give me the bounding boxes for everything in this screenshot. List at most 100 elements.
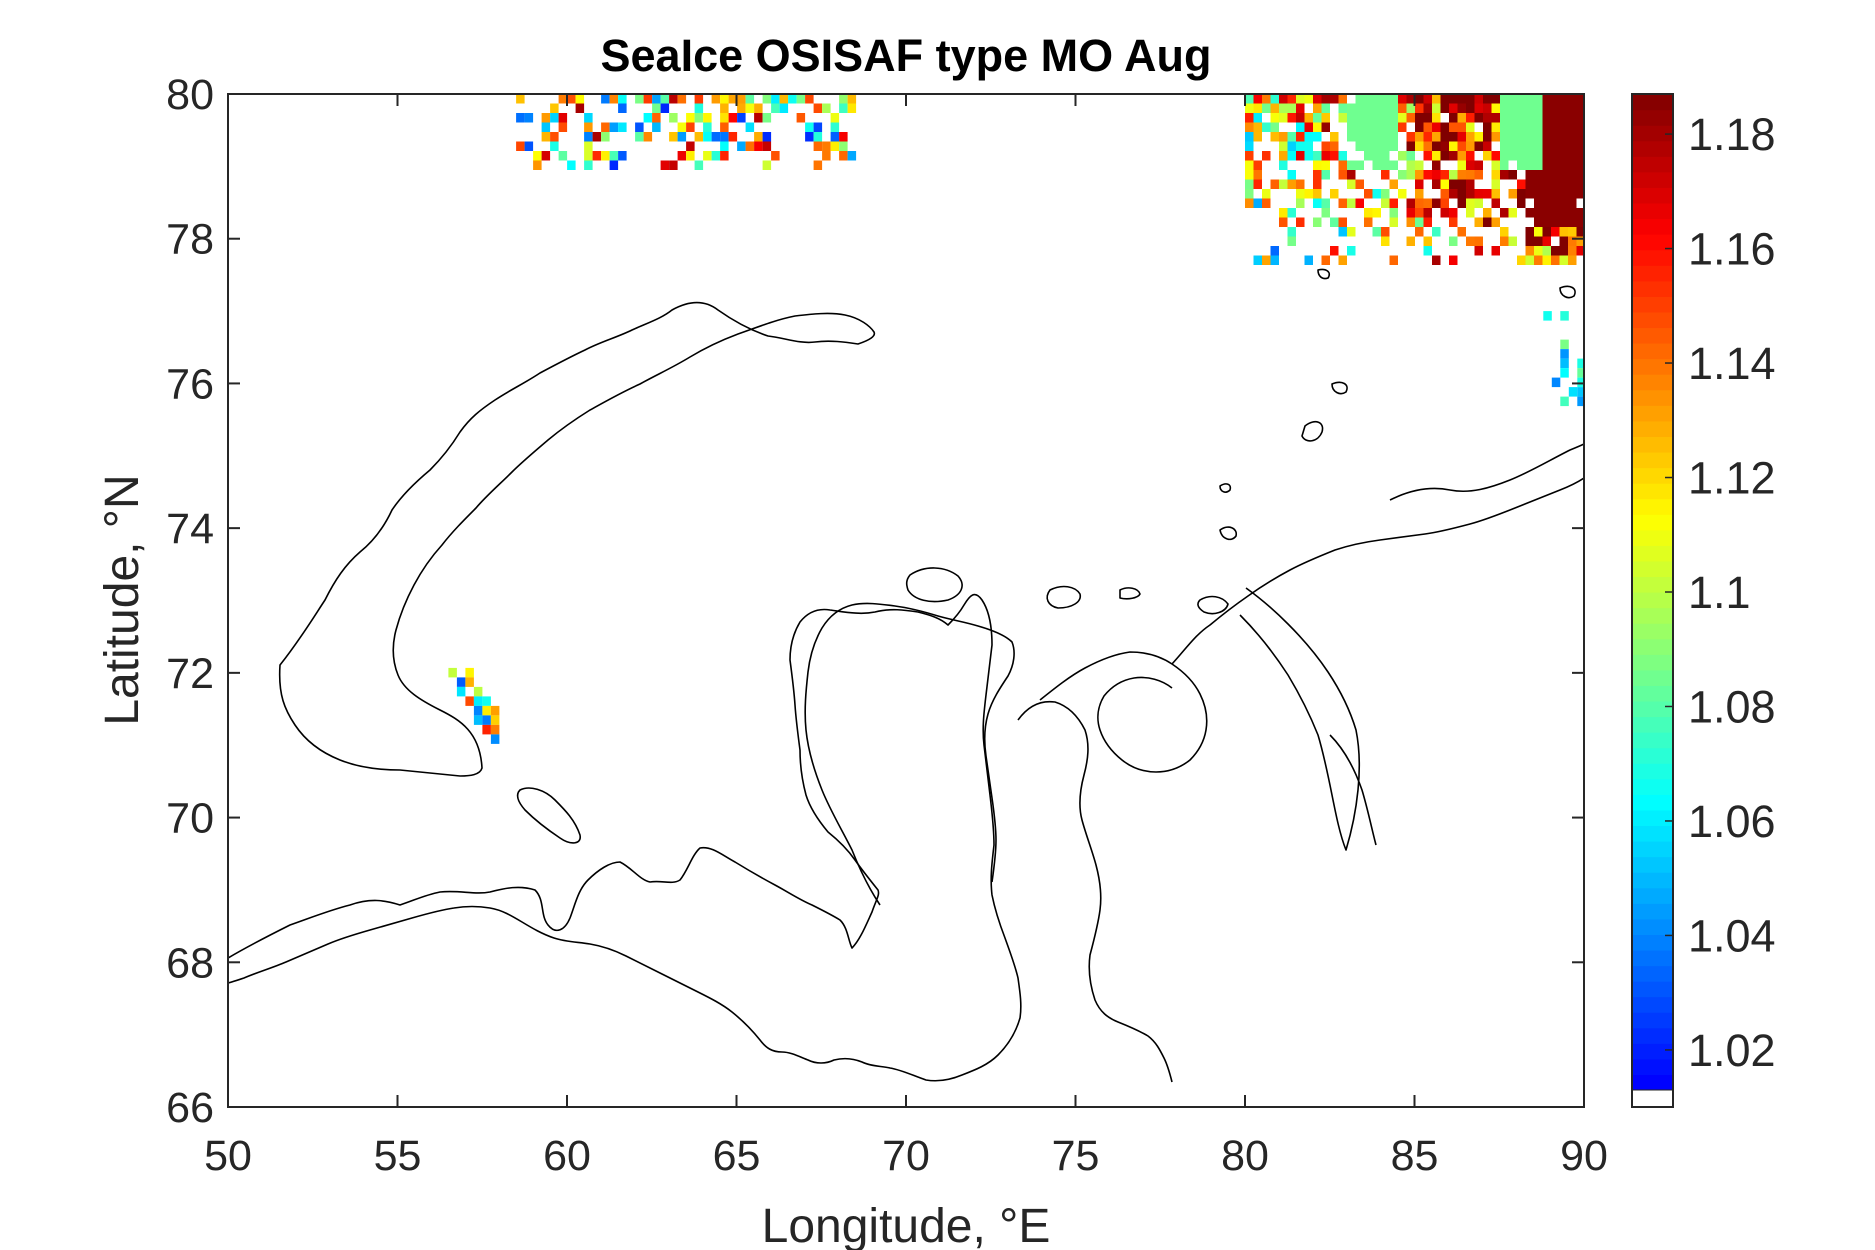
sea-ice-cell xyxy=(830,132,840,142)
sea-ice-cell xyxy=(1483,103,1492,113)
colorbar-band xyxy=(1632,109,1673,126)
colorbar-tick-label: 1.14 xyxy=(1688,338,1776,389)
x-tick-label: 90 xyxy=(1560,1132,1608,1180)
sea-ice-cell xyxy=(1389,255,1398,265)
sea-ice-cell xyxy=(1338,103,1347,113)
sea-ice-cell xyxy=(1398,151,1407,161)
sea-ice-cell xyxy=(1389,122,1398,132)
sea-ice-cell xyxy=(1474,170,1483,180)
sea-ice-cell xyxy=(1406,141,1415,151)
sea-ice-cell xyxy=(1466,141,1475,151)
sea-ice-cell xyxy=(524,141,534,151)
sea-ice-cell xyxy=(1415,94,1424,104)
sea-ice-cell xyxy=(609,160,619,170)
sea-ice-cell xyxy=(1542,170,1551,180)
sea-ice-cell xyxy=(847,103,857,113)
sea-ice-cell xyxy=(482,696,491,706)
sea-ice-cell xyxy=(762,141,772,151)
sea-ice-cell xyxy=(1534,255,1543,265)
sea-ice-cell xyxy=(1508,170,1517,180)
island-small-6 xyxy=(1331,381,1348,395)
y-tick-label: 74 xyxy=(166,505,214,553)
sea-ice-cell xyxy=(1449,179,1458,189)
sea-ice-cell xyxy=(1576,236,1584,246)
sea-ice-cell xyxy=(1568,387,1578,397)
sea-ice-cell xyxy=(1568,141,1577,151)
coastlines xyxy=(228,268,1584,1083)
colorbar-band xyxy=(1632,872,1673,889)
colorbar-band xyxy=(1632,747,1673,764)
sea-ice-cell xyxy=(1330,246,1339,256)
sea-ice-cell xyxy=(1347,227,1356,237)
sea-ice-cell xyxy=(813,160,823,170)
sea-ice-cell xyxy=(1253,113,1262,123)
x-tick-label: 80 xyxy=(1221,1132,1269,1180)
sea-ice-cell xyxy=(1449,151,1458,161)
sea-ice-cell xyxy=(1372,189,1381,199)
sea-ice-cell xyxy=(1525,94,1534,104)
sea-ice-cell xyxy=(1423,132,1432,142)
y-tick-label: 76 xyxy=(166,360,214,408)
sea-ice-cell xyxy=(822,141,831,151)
sea-ice-cell xyxy=(1432,179,1441,189)
sea-ice-cell xyxy=(1474,189,1483,199)
sea-ice-cell xyxy=(1491,189,1500,199)
sea-ice-cell xyxy=(1474,198,1483,208)
sea-ice-cell xyxy=(1508,236,1517,246)
sea-ice-cell xyxy=(1381,151,1390,161)
sea-ice-cell xyxy=(1559,122,1568,132)
colorbar-tick-label: 1.1 xyxy=(1688,567,1751,618)
sea-ice-cell xyxy=(1279,132,1288,142)
sea-ice-cell xyxy=(1577,358,1584,369)
sea-ice-cell xyxy=(1568,179,1577,189)
sea-ice-cell xyxy=(1253,170,1262,180)
sea-ice-cell xyxy=(1338,170,1347,180)
sea-ice-cell xyxy=(1313,170,1322,180)
colorbar-band xyxy=(1632,981,1673,998)
sea-ice-cell xyxy=(1381,113,1390,123)
sea-ice-cell xyxy=(754,103,763,113)
sea-ice-cell xyxy=(1432,170,1441,180)
sea-ice-cell xyxy=(550,103,559,113)
sea-ice-cell xyxy=(1279,179,1288,189)
sea-ice-cell xyxy=(1449,94,1458,104)
sea-ice-cell xyxy=(1577,368,1584,378)
sea-ice-cell xyxy=(1287,151,1296,161)
sea-ice-cell xyxy=(1372,132,1381,142)
sea-ice-cell xyxy=(1559,227,1568,237)
sea-ice-cell xyxy=(1449,208,1458,218)
sea-ice-cell xyxy=(1355,132,1364,142)
colorbar-band xyxy=(1632,1058,1673,1076)
sea-ice-cell xyxy=(1253,132,1262,142)
sea-ice-cell xyxy=(1559,103,1568,113)
sea-ice-cell xyxy=(1423,103,1432,113)
sea-ice-cell xyxy=(779,94,789,104)
sea-ice-cell xyxy=(1338,151,1347,161)
island-small-2 xyxy=(1119,587,1141,600)
sea-ice-cell xyxy=(1551,132,1560,142)
sea-ice-cell xyxy=(1406,217,1415,227)
sea-ice-cell xyxy=(1491,198,1500,208)
sea-ice-cell xyxy=(456,677,466,687)
colorbar-band xyxy=(1632,1043,1673,1060)
sea-ice-cell xyxy=(1372,208,1381,218)
sea-ice-cell xyxy=(1534,208,1543,218)
sea-ice-cell xyxy=(1432,122,1441,132)
colorbar-band xyxy=(1632,809,1673,827)
sea-ice-cell xyxy=(541,132,551,142)
sea-ice-cell xyxy=(1500,160,1509,170)
sea-ice-cell xyxy=(1542,94,1551,104)
sea-ice-cell xyxy=(1245,151,1254,161)
sea-ice-cell xyxy=(1457,179,1466,189)
sea-ice-cell xyxy=(711,94,721,104)
sea-ice-cell xyxy=(1245,103,1254,113)
sea-ice-cell xyxy=(1304,122,1313,132)
sea-ice-cell xyxy=(1330,189,1339,199)
sea-ice-cell xyxy=(720,113,729,123)
sea-ice-cell xyxy=(1423,122,1432,132)
sea-ice-cell xyxy=(1381,198,1390,208)
sea-ice-cell xyxy=(1381,132,1390,142)
sea-ice-cell xyxy=(1491,132,1500,142)
sea-ice-cell xyxy=(1432,255,1441,265)
sea-ice-cell xyxy=(728,132,738,142)
